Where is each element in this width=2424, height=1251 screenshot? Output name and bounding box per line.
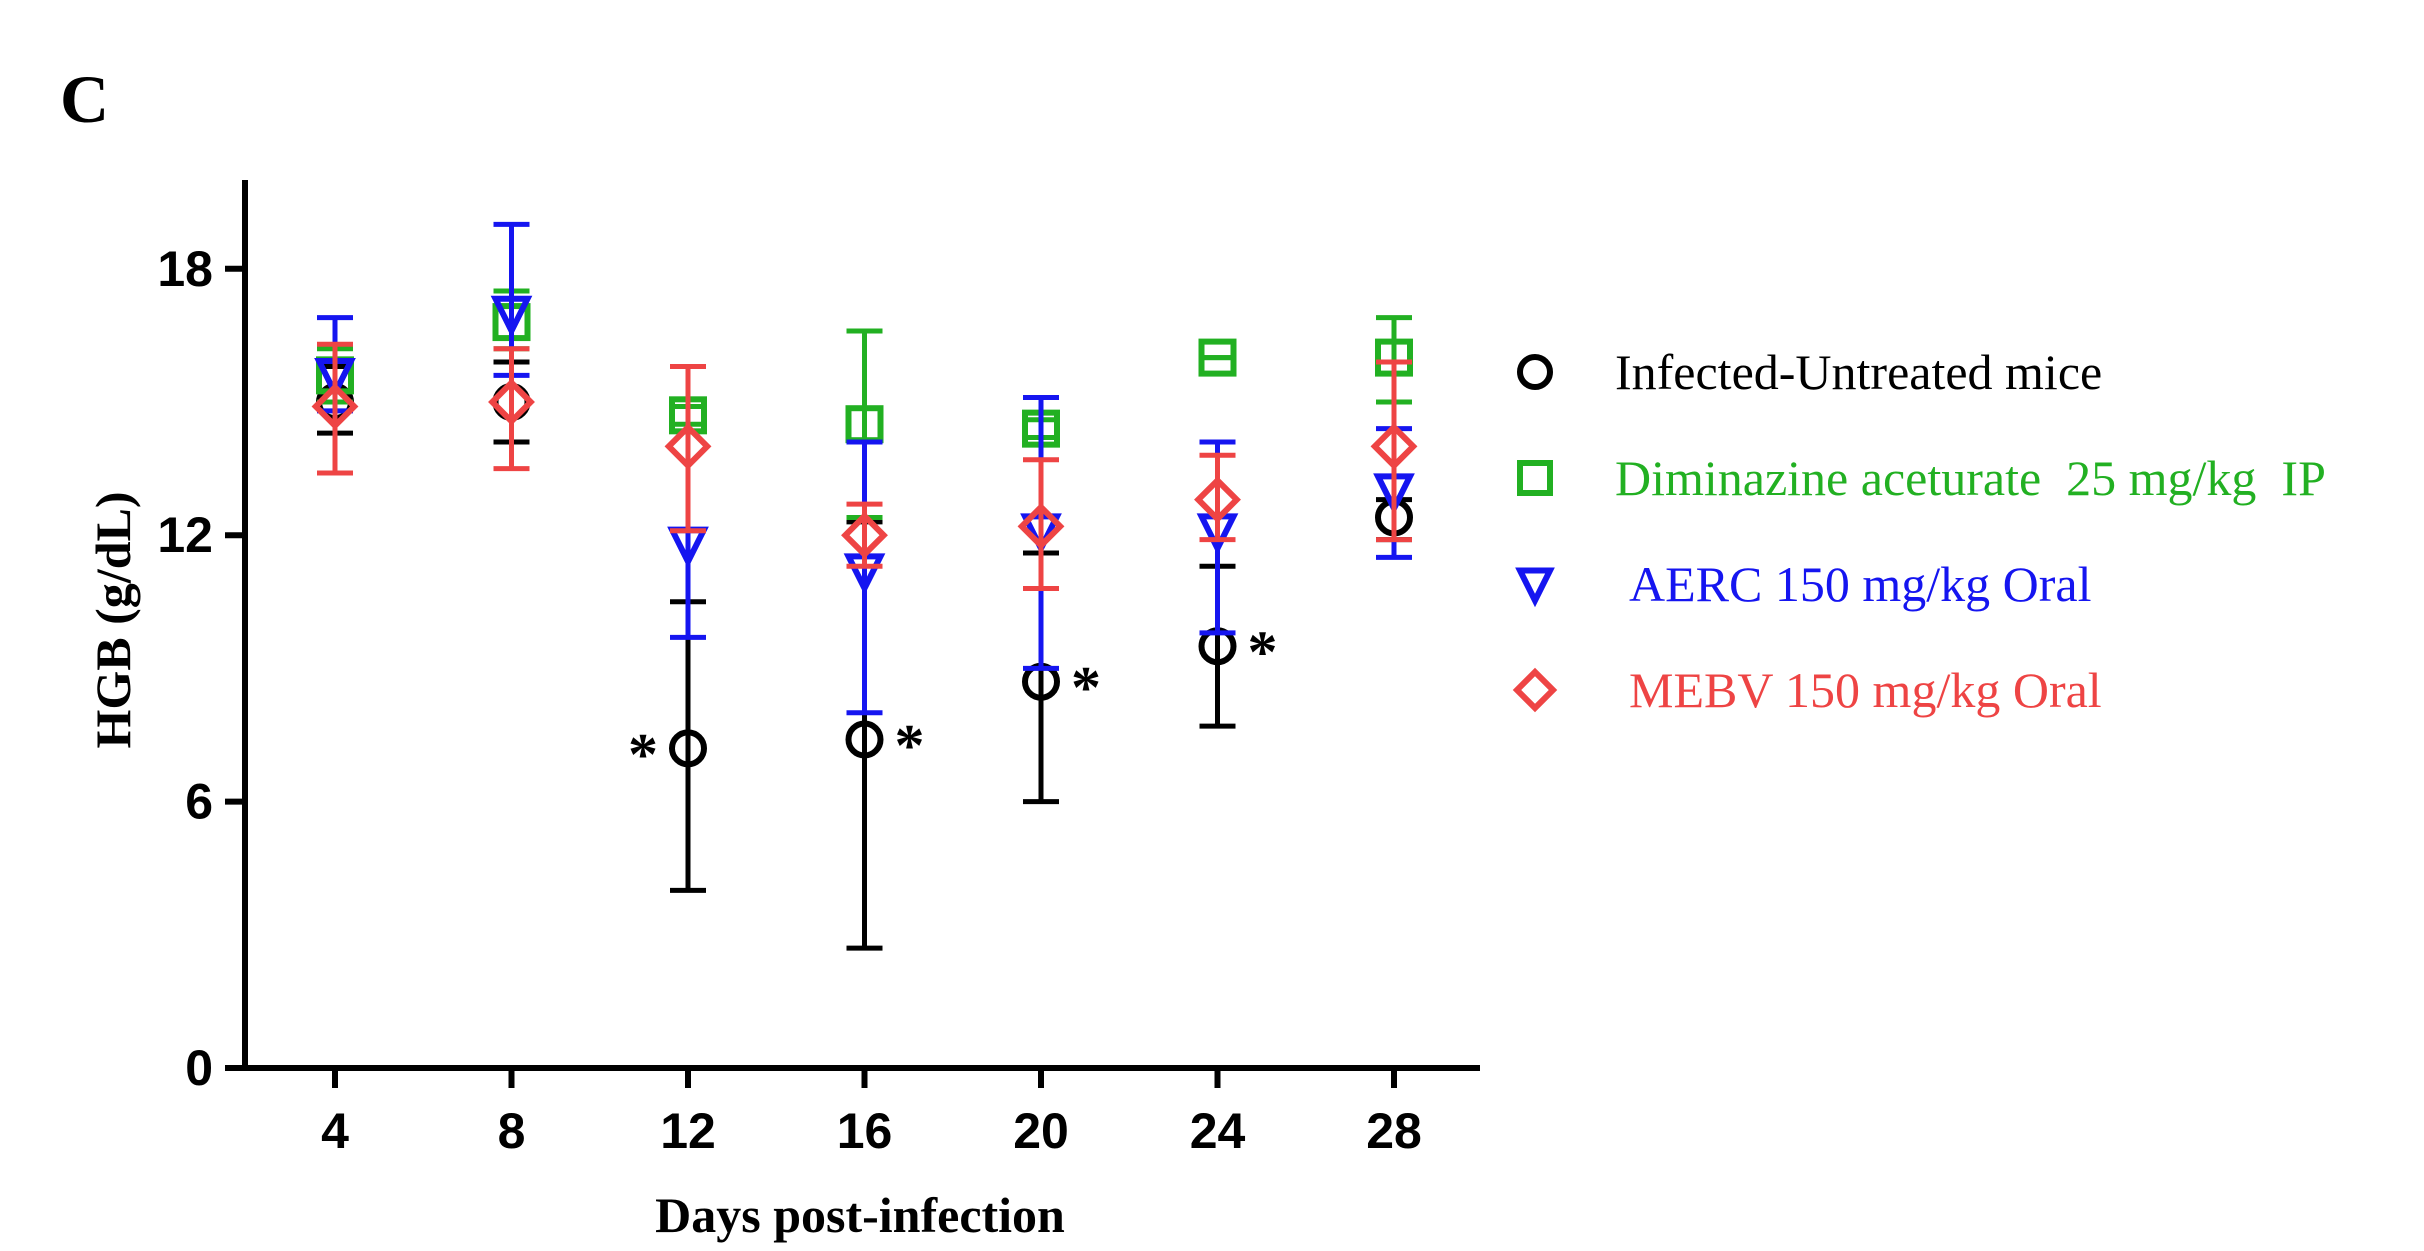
legend-item-3: MEBV 150 mg/kg Oral: [1512, 662, 2102, 718]
axes: 0 6 12 18 4 8 12 16 20 24 28: [157, 180, 1480, 1159]
data-point: [1017, 502, 1065, 550]
legend-label: MEBV 150 mg/kg Oral: [1629, 662, 2102, 718]
data-point: [845, 720, 884, 759]
x-tick-label: 12: [660, 1103, 716, 1159]
data-point: [488, 378, 535, 426]
series-3: [311, 341, 1418, 591]
significance-mark: *: [628, 721, 658, 787]
legend-label: Diminazine aceturate 25 mg/kg IP: [1615, 450, 2326, 506]
y-tick-label: 6: [185, 774, 213, 830]
x-axis-label: Days post-infection: [655, 1187, 1065, 1243]
x-tick-label: 28: [1366, 1103, 1422, 1159]
data-point: [669, 729, 707, 768]
legend: Infected-Untreated mice Diminazine acetur…: [1512, 344, 2326, 718]
legend-marker: [1517, 460, 1553, 496]
x-tick-label: 4: [321, 1103, 349, 1159]
x-tick-label: 20: [1013, 1103, 1069, 1159]
y-axis-label: HGB (g/dL): [85, 492, 141, 749]
legend-label: AERC 150 mg/kg Oral: [1629, 556, 2091, 612]
y-tick-label: 18: [157, 241, 213, 297]
legend-item-0: Infected-Untreated mice: [1517, 344, 2102, 400]
legend-marker: [1515, 567, 1555, 608]
panel-label: C: [60, 61, 109, 137]
significance-mark: *: [1071, 655, 1101, 721]
significance-mark: *: [895, 712, 925, 778]
x-tick-label: 8: [498, 1103, 526, 1159]
x-tick-label: 16: [837, 1103, 893, 1159]
data-point: [1198, 338, 1237, 377]
data-point: [1194, 476, 1241, 524]
series-layer: * * * *: [311, 221, 1418, 951]
legend-item-1: Diminazine aceturate 25 mg/kg IP: [1517, 450, 2326, 506]
data-point: [490, 295, 533, 338]
data-point: [841, 511, 888, 559]
legend-item-2: AERC 150 mg/kg Oral: [1515, 556, 2091, 612]
data-point: [311, 382, 359, 430]
significance-mark: *: [1248, 619, 1278, 685]
y-tick-label: 0: [185, 1040, 213, 1096]
data-point: [1370, 422, 1418, 470]
legend-marker: [1517, 354, 1553, 390]
legend-label: Infected-Untreated mice: [1615, 344, 2102, 400]
y-tick-label: 12: [157, 507, 213, 563]
data-point: [664, 422, 712, 470]
x-tick-label: 24: [1190, 1103, 1246, 1159]
legend-marker: [1512, 667, 1558, 713]
